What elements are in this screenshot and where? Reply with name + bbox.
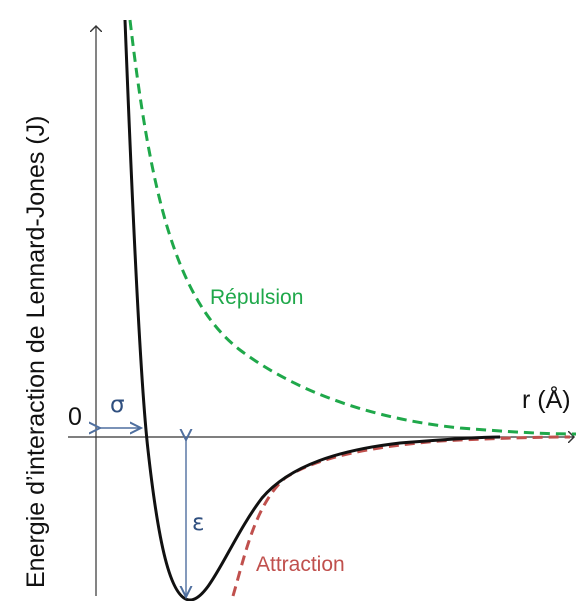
sigma-label: σ xyxy=(110,392,125,418)
attraction-curve xyxy=(231,435,571,597)
y-axis-title: Energie d’interaction de Lennard-Jones (… xyxy=(22,116,50,589)
repulsion-label: Répulsion xyxy=(210,286,303,309)
origin-label: 0 xyxy=(68,403,82,431)
x-axis-title: r (Å) xyxy=(522,384,571,414)
attraction-label: Attraction xyxy=(256,553,345,576)
repulsion-curve xyxy=(128,19,577,436)
potential-curve xyxy=(123,19,501,601)
epsilon-label: ε xyxy=(192,510,204,536)
